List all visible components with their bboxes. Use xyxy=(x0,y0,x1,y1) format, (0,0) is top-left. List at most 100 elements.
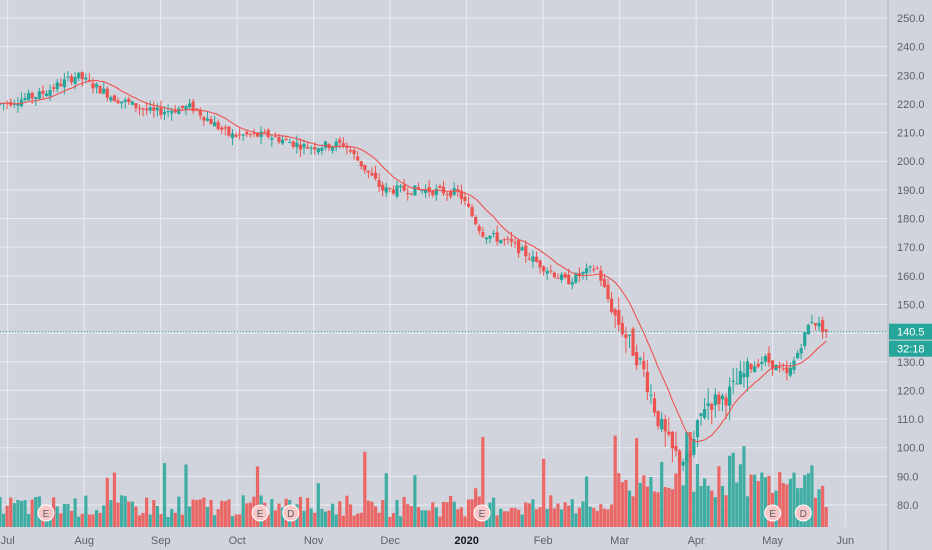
candle-body xyxy=(41,90,45,94)
volume-bar xyxy=(692,491,696,527)
candle-body xyxy=(710,404,714,410)
current-price-value: 140.5 xyxy=(897,327,925,339)
time-tick-label: Mar xyxy=(610,535,629,547)
candle-body xyxy=(756,363,760,367)
candle-body xyxy=(416,187,421,190)
volume-bar xyxy=(19,500,24,527)
candle-body xyxy=(806,324,810,335)
volume-bar xyxy=(502,511,506,527)
candle-body xyxy=(334,141,338,148)
volume-bar xyxy=(520,514,524,527)
volume-bar xyxy=(463,516,467,527)
candle-body xyxy=(98,85,102,94)
volume-bar xyxy=(638,482,642,527)
candle-body xyxy=(667,431,671,435)
candle-body xyxy=(491,233,496,235)
candle-body xyxy=(166,110,170,112)
candle-body xyxy=(702,409,707,418)
volume-bar xyxy=(98,512,102,527)
volume-bar xyxy=(445,502,449,527)
volume-bar xyxy=(331,503,335,527)
volume-bar xyxy=(534,509,539,527)
volume-bar xyxy=(16,499,20,527)
volume-bar xyxy=(34,497,38,527)
candle-body xyxy=(402,185,406,191)
volume-bar xyxy=(230,516,235,527)
volume-bar xyxy=(381,500,385,527)
volume-bar xyxy=(441,501,446,527)
volume-bar xyxy=(559,509,564,527)
candle-body xyxy=(778,366,782,368)
candle-body xyxy=(202,116,206,121)
volume-bar xyxy=(577,507,582,527)
volume-bar xyxy=(613,435,617,527)
volume-bar xyxy=(159,514,163,527)
volume-bar xyxy=(166,516,170,527)
event-marker xyxy=(37,504,55,522)
candle-body xyxy=(406,192,410,195)
volume-bar xyxy=(356,513,360,527)
volume-bar xyxy=(491,497,496,527)
volume-bar xyxy=(220,500,224,527)
volume-bar xyxy=(824,506,828,527)
volume-bar xyxy=(584,476,589,527)
volume-bar xyxy=(745,496,750,527)
candle-body xyxy=(742,373,746,378)
candle-body xyxy=(420,190,424,192)
candle-body xyxy=(688,454,692,456)
candle-body xyxy=(484,237,489,240)
time-tick-label: Apr xyxy=(688,535,705,547)
volume-bar xyxy=(87,514,92,527)
volume-bar xyxy=(27,514,31,527)
candle-body xyxy=(263,131,267,133)
candle-body xyxy=(66,76,70,78)
candle-body xyxy=(173,109,177,113)
volume-bar xyxy=(84,495,88,527)
candle-body xyxy=(198,110,202,116)
candle-body xyxy=(388,188,392,190)
candle-body xyxy=(77,72,81,79)
candle-body xyxy=(373,172,378,179)
candle-body xyxy=(69,76,74,83)
volume-bar xyxy=(574,513,578,527)
volume-bar xyxy=(728,455,732,527)
event-marker-label: E xyxy=(769,509,776,520)
candle-body xyxy=(359,161,363,167)
volume-bar xyxy=(610,504,614,527)
candle-body xyxy=(470,207,474,217)
candle-body xyxy=(617,310,621,325)
volume-bar xyxy=(373,506,378,527)
time-axis[interactable]: Jul Aug Sep Oct Nov Dec 2020 Feb Mar Apr May Jun xyxy=(1,535,855,547)
candle-body xyxy=(148,107,152,111)
candles xyxy=(0,70,828,477)
candle-body xyxy=(155,107,159,111)
volume-bar xyxy=(123,496,127,527)
candle-body xyxy=(459,190,463,199)
volume-bar xyxy=(391,513,396,527)
candle-body xyxy=(341,143,345,147)
candle-body xyxy=(627,334,632,336)
volume-bar xyxy=(370,501,374,527)
volume-bar xyxy=(717,466,721,527)
volume-bar xyxy=(5,505,9,527)
volume-bar xyxy=(152,500,156,527)
volume-bar xyxy=(592,507,596,527)
candle-body xyxy=(94,84,99,88)
candle-body xyxy=(753,366,757,373)
volume-bar xyxy=(760,472,764,527)
volume-bar xyxy=(606,509,610,527)
volume-bar xyxy=(731,452,735,527)
volume-bar xyxy=(402,496,406,527)
time-tick-label: Jun xyxy=(836,535,854,547)
candle-body xyxy=(302,144,306,148)
time-tick-label: May xyxy=(762,535,783,547)
volume-bar xyxy=(753,474,757,527)
volume-bar xyxy=(384,473,388,527)
candle-body xyxy=(238,134,242,136)
volume-bar xyxy=(431,502,435,527)
price-axis[interactable]: 250.0 240.0 230.0 220.0 210.0 200.0 190.0 180.0… xyxy=(897,13,925,512)
volume-bar xyxy=(209,499,213,527)
volume-bar xyxy=(763,477,767,527)
